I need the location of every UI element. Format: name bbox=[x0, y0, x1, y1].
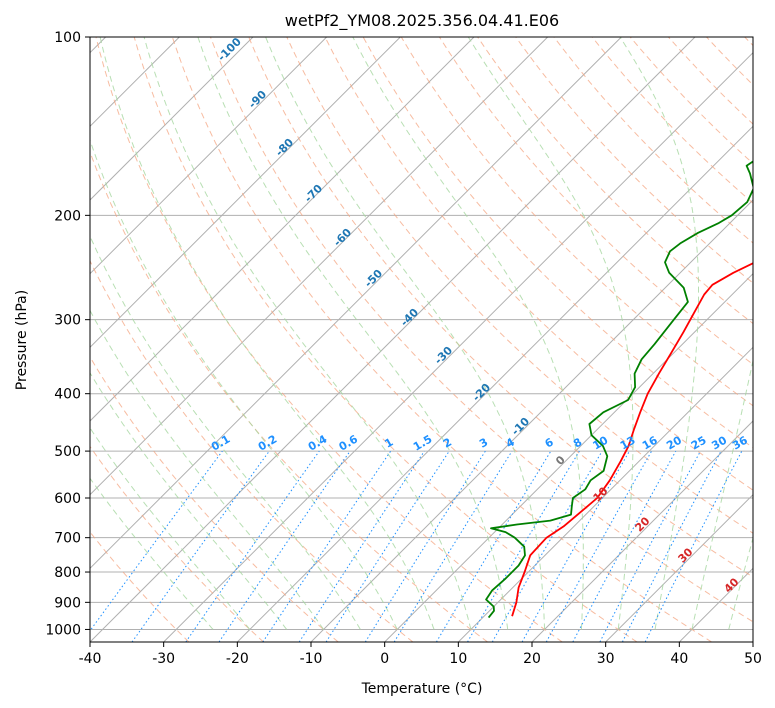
dry-adiabat bbox=[515, 37, 753, 284]
mixing-ratio-line bbox=[435, 450, 552, 642]
y-tick-label: 500 bbox=[54, 444, 81, 460]
y-tick-label: 200 bbox=[54, 208, 81, 224]
x-tick-label: -20 bbox=[226, 651, 249, 667]
dewpoint-line bbox=[485, 160, 753, 619]
dry-adiabat bbox=[477, 37, 753, 325]
moist-adiabat bbox=[90, 235, 361, 630]
x-tick-label: -10 bbox=[300, 651, 323, 667]
mixing-ratio-line bbox=[131, 450, 270, 642]
mixing-ratio-line bbox=[364, 450, 486, 642]
temperature-line bbox=[511, 262, 753, 617]
y-tick-label: 400 bbox=[54, 387, 81, 403]
y-tick-label: 900 bbox=[54, 595, 81, 611]
moist-adiabat bbox=[90, 427, 251, 630]
y-tick-label: 300 bbox=[54, 313, 81, 329]
dry-adiabat bbox=[90, 259, 414, 642]
isotherm-line bbox=[384, 272, 753, 642]
moist-adiabat bbox=[99, 37, 435, 630]
y-tick-label: 800 bbox=[54, 565, 81, 581]
isotherm-line bbox=[163, 51, 753, 642]
x-tick-label: -30 bbox=[152, 651, 175, 667]
moist-adiabat bbox=[691, 358, 753, 630]
dry-adiabat bbox=[171, 37, 712, 642]
mixing-ratio-line bbox=[185, 450, 320, 642]
dry-adiabat bbox=[591, 37, 753, 204]
isotherm-line bbox=[605, 493, 753, 642]
moist-adiabat bbox=[197, 37, 509, 630]
x-tick-label: -40 bbox=[79, 651, 102, 667]
x-tick-label: 40 bbox=[670, 651, 688, 667]
isotherm-line bbox=[457, 346, 753, 642]
plot-frame bbox=[89, 36, 754, 643]
moist-adiabat bbox=[467, 37, 634, 630]
y-tick-label: 600 bbox=[54, 491, 81, 507]
mixing-ratio-line bbox=[467, 450, 580, 642]
moist-adiabat bbox=[143, 37, 472, 630]
moist-adiabat bbox=[90, 138, 398, 630]
moist-adiabat bbox=[265, 37, 546, 630]
dry-adiabat bbox=[629, 37, 753, 165]
dry-adiabat bbox=[362, 37, 753, 449]
x-tick-label: 20 bbox=[523, 651, 541, 667]
mixing-ratio-line bbox=[521, 450, 630, 642]
moist-adiabat bbox=[728, 536, 753, 630]
y-tick-label: 700 bbox=[54, 531, 81, 547]
x-tick-label: 10 bbox=[449, 651, 467, 667]
isotherm-line bbox=[236, 125, 753, 642]
mixing-ratio-line bbox=[393, 450, 513, 642]
x-tick-label: 30 bbox=[597, 651, 615, 667]
chart-title: wetPf2_YM08.2025.356.04.41.E06 bbox=[285, 11, 559, 31]
x-tick-label: 50 bbox=[744, 651, 762, 667]
dry-adiabat bbox=[210, 37, 753, 623]
x-axis-label: Temperature (°C) bbox=[361, 681, 483, 697]
isotherm-line bbox=[90, 37, 254, 201]
moist-adiabat bbox=[352, 37, 584, 630]
moist-adiabat bbox=[90, 371, 288, 630]
dry-adiabat bbox=[90, 445, 264, 642]
dry-adiabat bbox=[248, 37, 753, 578]
x-tick-label: 0 bbox=[380, 651, 389, 667]
dry-adiabat bbox=[400, 37, 753, 407]
y-tick-label: 1000 bbox=[45, 622, 81, 638]
isotherm-line bbox=[90, 37, 622, 570]
mixing-ratio-line bbox=[545, 450, 653, 642]
isotherm-line bbox=[90, 37, 401, 349]
mixing-ratio-line bbox=[90, 450, 223, 632]
dry-adiabat bbox=[324, 37, 753, 491]
moist-adiabat bbox=[619, 37, 699, 630]
moist-adiabat bbox=[90, 477, 214, 630]
isotherm-line bbox=[90, 37, 328, 275]
isotherm-line bbox=[531, 420, 753, 642]
isotherm-line bbox=[90, 37, 475, 422]
mixing-ratio-line bbox=[218, 450, 351, 642]
y-axis-label: Pressure (hPa) bbox=[14, 290, 30, 390]
mixing-ratio-line bbox=[572, 450, 677, 642]
moist-adiabat bbox=[90, 309, 325, 630]
mixing-ratio-line bbox=[325, 450, 450, 642]
y-tick-label: 100 bbox=[54, 30, 81, 46]
isotherm-line bbox=[90, 37, 696, 642]
isotherm-line bbox=[90, 37, 549, 496]
dry-adiabat bbox=[133, 37, 638, 642]
mixing-ratio-line bbox=[491, 450, 603, 642]
